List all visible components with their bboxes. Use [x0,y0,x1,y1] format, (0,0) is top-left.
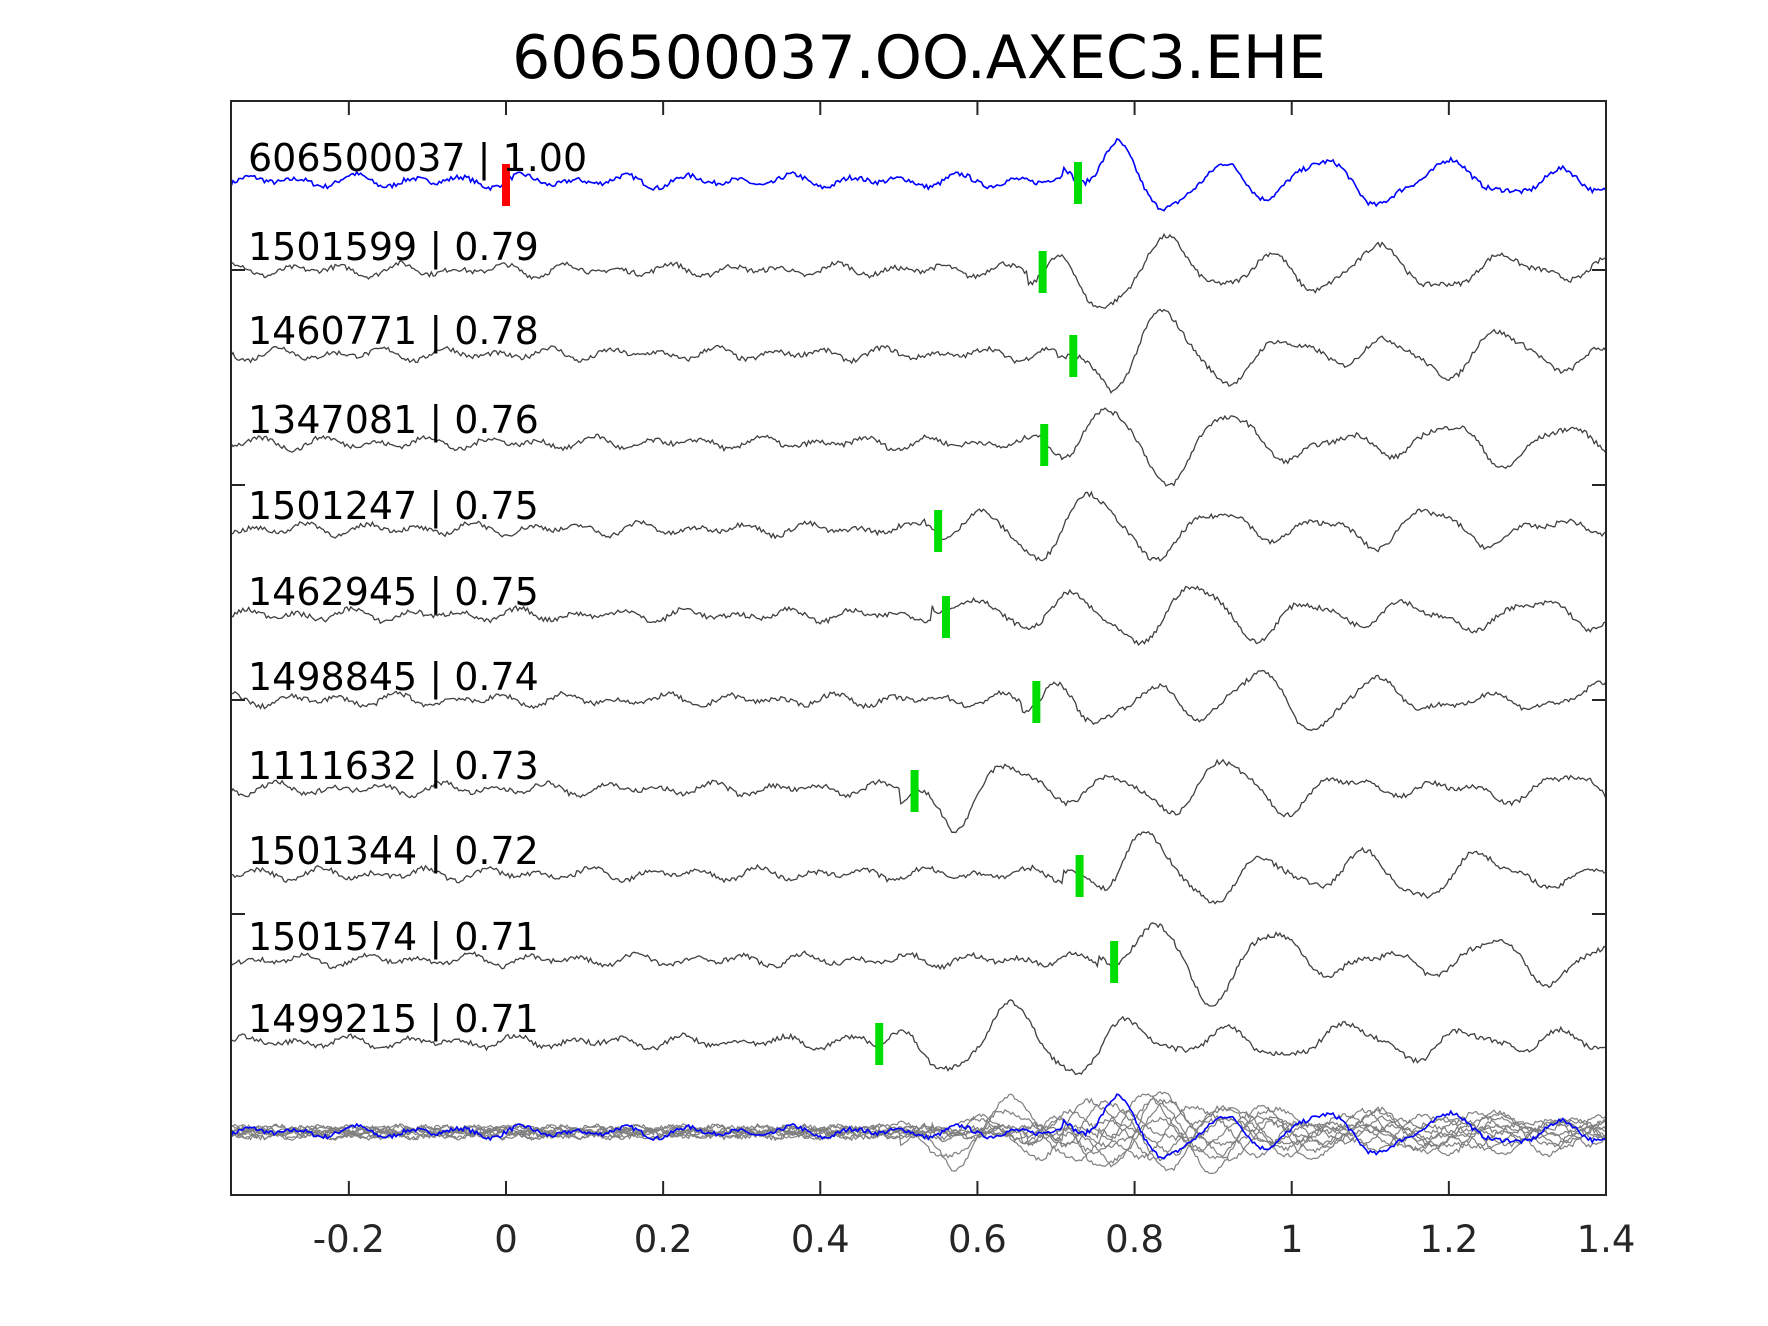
pick-marker [1074,162,1082,204]
stack-trace-606500037 [230,1093,1607,1160]
axes-box [230,100,1607,1196]
trace-label: 1460771 | 0.78 [248,309,539,354]
trace-label: 1462945 | 0.75 [248,570,539,615]
trace-label: 1501344 | 0.72 [248,829,539,874]
stack-trace-1499215 [230,1093,1607,1162]
trace-label: 1111632 | 0.73 [248,744,539,789]
trace-label: 1501574 | 0.71 [248,915,539,960]
x-tick-label: 0.2 [634,1218,693,1261]
trace-label: 1501599 | 0.79 [248,225,539,270]
pick-marker [875,1023,884,1065]
trace-labels: 606500037 | 1.00 1501599 | 0.79 1460771 | … [248,136,587,1042]
pick-marker [910,770,919,812]
trace-label: 1498845 | 0.74 [248,655,539,700]
pick-marker [1110,941,1119,983]
pick-marker [1040,424,1049,466]
x-tick-label: 0.6 [948,1218,1007,1261]
trace-1501599 [230,232,1607,310]
trace-1460771 [230,308,1607,394]
stack-group [230,1091,1607,1175]
stack-trace-1501344 [230,1093,1607,1160]
pick-marker [1038,251,1047,293]
picks-group [230,162,1607,1160]
trace-1501247 [230,490,1607,562]
x-tick-label: 0 [494,1218,518,1261]
trace-1498845 [230,669,1607,732]
pick-marker [1075,855,1084,897]
pick-marker [934,510,943,552]
pick-marker [1032,681,1041,723]
trace-label: 1347081 | 0.76 [248,398,539,443]
trace-label: 606500037 | 1.00 [248,136,587,181]
x-tick-label: -0.2 [313,1218,385,1261]
pick-marker [942,596,950,638]
trace-label: 1499215 | 0.71 [248,997,539,1042]
x-tick-label: 1 [1280,1218,1304,1261]
reference-pick-marker [502,164,510,206]
x-axis: -0.2 0 0.2 0.4 0.6 0.8 1 1.2 1.4 [231,101,1635,1261]
trace-1347081 [230,407,1607,487]
trace-606500037 [230,137,1607,212]
x-tick-label: 0.4 [791,1218,850,1261]
trace-1499215 [230,999,1607,1076]
traces-group [230,137,1607,1076]
trace-1501344 [230,830,1607,905]
x-tick-label: 1.2 [1419,1218,1478,1261]
x-tick-label: 0.8 [1105,1218,1164,1261]
trace-1501574 [230,922,1607,1007]
x-tick-label: 1.4 [1577,1218,1636,1261]
trace-1462945 [230,585,1607,647]
chart-title: 606500037.OO.AXEC3.EHE [512,23,1326,93]
pick-marker [1069,335,1078,377]
trace-label: 1501247 | 0.75 [248,484,539,529]
